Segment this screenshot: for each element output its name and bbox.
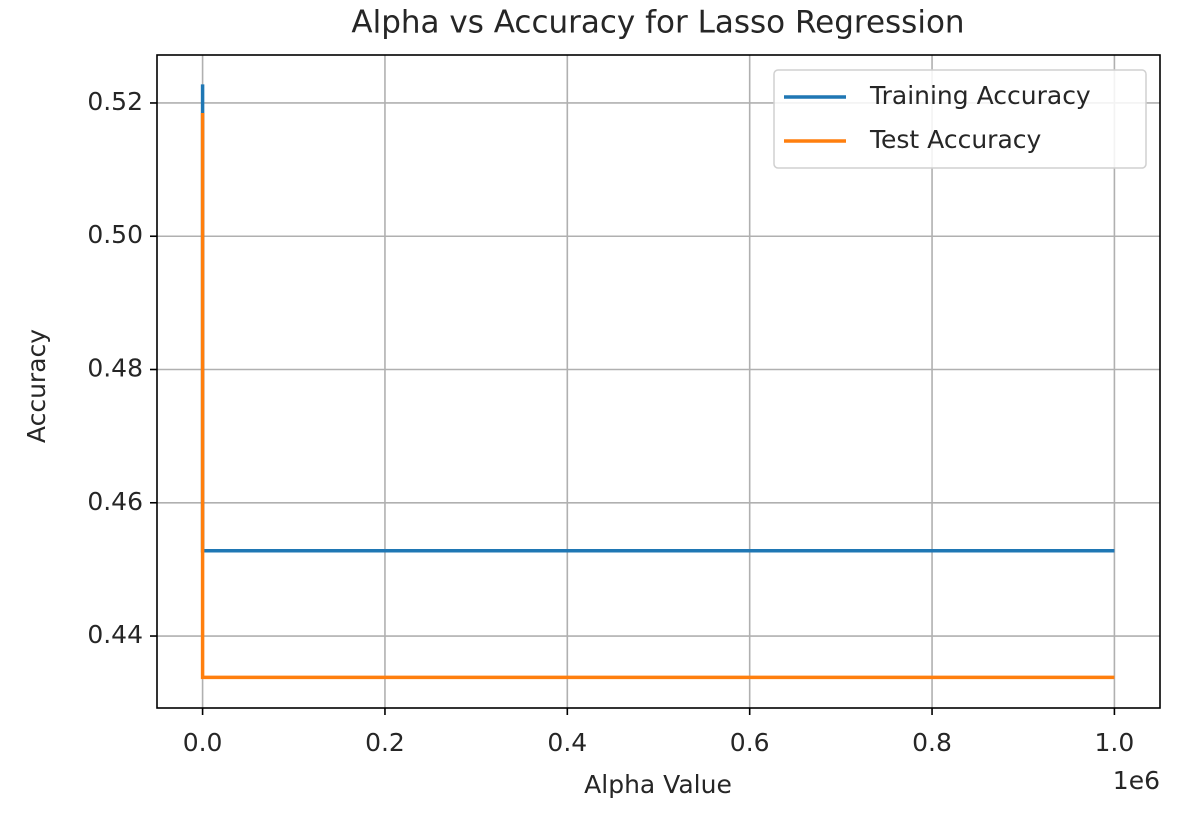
- y-tick-label: 0.46: [87, 487, 143, 516]
- legend-label: Test Accuracy: [869, 125, 1042, 154]
- x-tick-label: 0.4: [547, 728, 587, 757]
- x-tick-label: 0.2: [365, 728, 405, 757]
- y-axis-label: Accuracy: [22, 329, 51, 443]
- legend-box: [773, 69, 1147, 169]
- x-axis-label: Alpha Value: [584, 770, 732, 799]
- x-tick-label: 0.0: [183, 728, 223, 757]
- chart-title: Alpha vs Accuracy for Lasso Regression: [351, 5, 964, 41]
- x-offset-label: 1e6: [1113, 766, 1160, 795]
- y-tick-label: 0.44: [87, 620, 143, 649]
- x-tick-label: 0.8: [912, 728, 952, 757]
- y-tick-label: 0.52: [87, 87, 143, 116]
- x-tick-label: 0.6: [730, 728, 770, 757]
- data-line: [200, 112, 1115, 680]
- x-tick-label: 1.0: [1095, 728, 1135, 757]
- legend-label: Training Accuracy: [869, 81, 1091, 110]
- y-tick-label: 0.50: [87, 220, 143, 249]
- plot-frame: [156, 54, 1161, 709]
- y-tick-label: 0.48: [87, 354, 143, 383]
